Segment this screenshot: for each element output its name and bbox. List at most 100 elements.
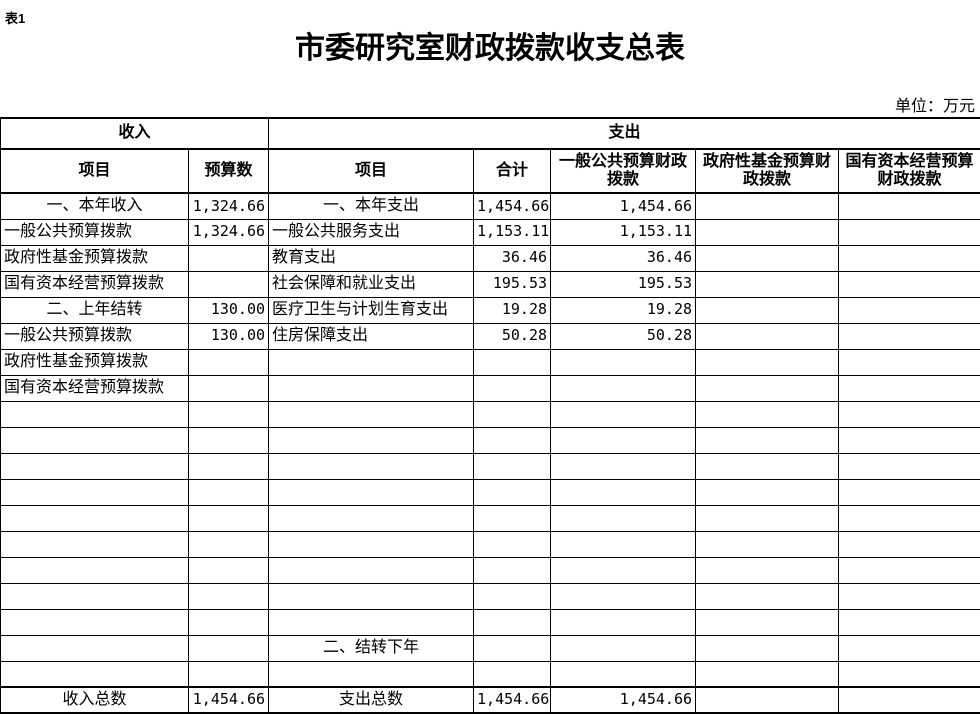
income-item-cell: 二、上年结转: [1, 297, 189, 323]
expenditure-total-cell: [474, 427, 551, 453]
expenditure-item-cell: [269, 583, 474, 609]
general-public-budget-cell: [551, 609, 696, 635]
general-public-budget-cell: [551, 583, 696, 609]
expenditure-item-cell: [269, 401, 474, 427]
government-fund-budget-cell: [696, 245, 839, 271]
income-item-cell: [1, 453, 189, 479]
income-item-cell: [1, 401, 189, 427]
expenditure-item-cell: 医疗卫生与计划生育支出: [269, 297, 474, 323]
income-item-cell: 收入总数: [1, 687, 189, 713]
income-budget-cell: [189, 661, 269, 687]
expenditure-total-cell: [474, 661, 551, 687]
income-budget-cell: 1,324.66: [189, 193, 269, 219]
expenditure-total-cell: [474, 349, 551, 375]
general-public-budget-cell: 195.53: [551, 271, 696, 297]
income-item-cell: [1, 583, 189, 609]
expenditure-total-cell: 19.28: [474, 297, 551, 323]
expenditure-item-cell: [269, 375, 474, 401]
income-budget-cell: [189, 635, 269, 661]
income-item-cell: 一、本年收入: [1, 193, 189, 219]
income-budget-cell: [189, 531, 269, 557]
government-fund-budget-cell: [696, 583, 839, 609]
general-public-budget-cell: 1,153.11: [551, 219, 696, 245]
income-item-cell: 一般公共预算拨款: [1, 323, 189, 349]
government-fund-budget-cell: [696, 219, 839, 245]
income-budget-cell: [189, 609, 269, 635]
income-budget-cell: [189, 427, 269, 453]
table-row: [1, 401, 980, 427]
income-item-cell: [1, 531, 189, 557]
general-public-budget-cell: [551, 479, 696, 505]
expenditure-item-cell: 一般公共服务支出: [269, 219, 474, 245]
state-capital-budget-cell: [839, 609, 980, 635]
income-budget-cell: [189, 271, 269, 297]
unit-note: 单位：万元: [895, 92, 975, 116]
state-capital-budget-cell: [839, 323, 980, 349]
table-row: [1, 453, 980, 479]
table-row: [1, 557, 980, 583]
table-row: [1, 505, 980, 531]
table-row: 政府性基金预算拨款: [1, 349, 980, 375]
state-capital-budget-cell: [839, 219, 980, 245]
expenditure-total-cell: [474, 583, 551, 609]
expenditure-item-cell: 一、本年支出: [269, 193, 474, 219]
budget-report-page: 表1 市委研究室财政拨款收支总表 单位：万元 收入 支出 项目 预算数 项目 合…: [0, 0, 980, 67]
income-item-cell: 一般公共预算拨款: [1, 219, 189, 245]
state-capital-budget-cell: [839, 349, 980, 375]
income-item-cell: [1, 661, 189, 687]
expenditure-item-cell: 住房保障支出: [269, 323, 474, 349]
income-item-cell: [1, 505, 189, 531]
general-public-budget-cell: 1,454.66: [551, 687, 696, 713]
state-capital-budget-cell: [839, 583, 980, 609]
col-header-total: 合计: [474, 149, 551, 193]
expenditure-total-cell: [474, 453, 551, 479]
state-capital-budget-cell: [839, 531, 980, 557]
col-header-income-item: 项目: [1, 149, 189, 193]
expenditure-total-cell: 36.46: [474, 245, 551, 271]
table-row: [1, 531, 980, 557]
government-fund-budget-cell: [696, 401, 839, 427]
expenditure-total-cell: 1,454.66: [474, 687, 551, 713]
expenditure-total-cell: 1,454.66: [474, 193, 551, 219]
government-fund-budget-cell: [696, 479, 839, 505]
government-fund-budget-cell: [696, 271, 839, 297]
expenditure-total-cell: 1,153.11: [474, 219, 551, 245]
income-budget-cell: [189, 479, 269, 505]
income-budget-cell: [189, 453, 269, 479]
expenditure-item-cell: 二、结转下年: [269, 635, 474, 661]
expenditure-group-header: 支出: [269, 118, 980, 149]
income-budget-cell: 1,324.66: [189, 219, 269, 245]
expenditure-total-cell: 195.53: [474, 271, 551, 297]
table-number-label: 表1: [5, 8, 25, 27]
expenditure-item-cell: [269, 479, 474, 505]
income-budget-cell: [189, 349, 269, 375]
income-group-header: 收入: [1, 118, 269, 149]
income-budget-cell: 1,454.66: [189, 687, 269, 713]
state-capital-budget-cell: [839, 401, 980, 427]
state-capital-budget-cell: [839, 271, 980, 297]
group-header-row: 收入 支出: [1, 118, 980, 149]
col-header-income-budget: 预算数: [189, 149, 269, 193]
table-row: [1, 427, 980, 453]
column-header-row: 项目 预算数 项目 合计 一般公共预算财政拨款 政府性基金预算财政拨款 国有资本…: [1, 149, 980, 193]
income-item-cell: 政府性基金预算拨款: [1, 245, 189, 271]
general-public-budget-cell: 50.28: [551, 323, 696, 349]
state-capital-budget-cell: [839, 687, 980, 713]
expenditure-total-cell: [474, 609, 551, 635]
budget-table: 收入 支出 项目 预算数 项目 合计 一般公共预算财政拨款 政府性基金预算财政拨…: [0, 117, 980, 714]
income-item-cell: 国有资本经营预算拨款: [1, 375, 189, 401]
government-fund-budget-cell: [696, 635, 839, 661]
income-budget-cell: [189, 505, 269, 531]
expenditure-item-cell: 支出总数: [269, 687, 474, 713]
income-item-cell: 国有资本经营预算拨款: [1, 271, 189, 297]
expenditure-item-cell: [269, 531, 474, 557]
state-capital-budget-cell: [839, 297, 980, 323]
state-capital-budget-cell: [839, 635, 980, 661]
income-item-cell: [1, 557, 189, 583]
general-public-budget-cell: [551, 557, 696, 583]
table-row: 国有资本经营预算拨款: [1, 375, 980, 401]
expenditure-item-cell: 教育支出: [269, 245, 474, 271]
